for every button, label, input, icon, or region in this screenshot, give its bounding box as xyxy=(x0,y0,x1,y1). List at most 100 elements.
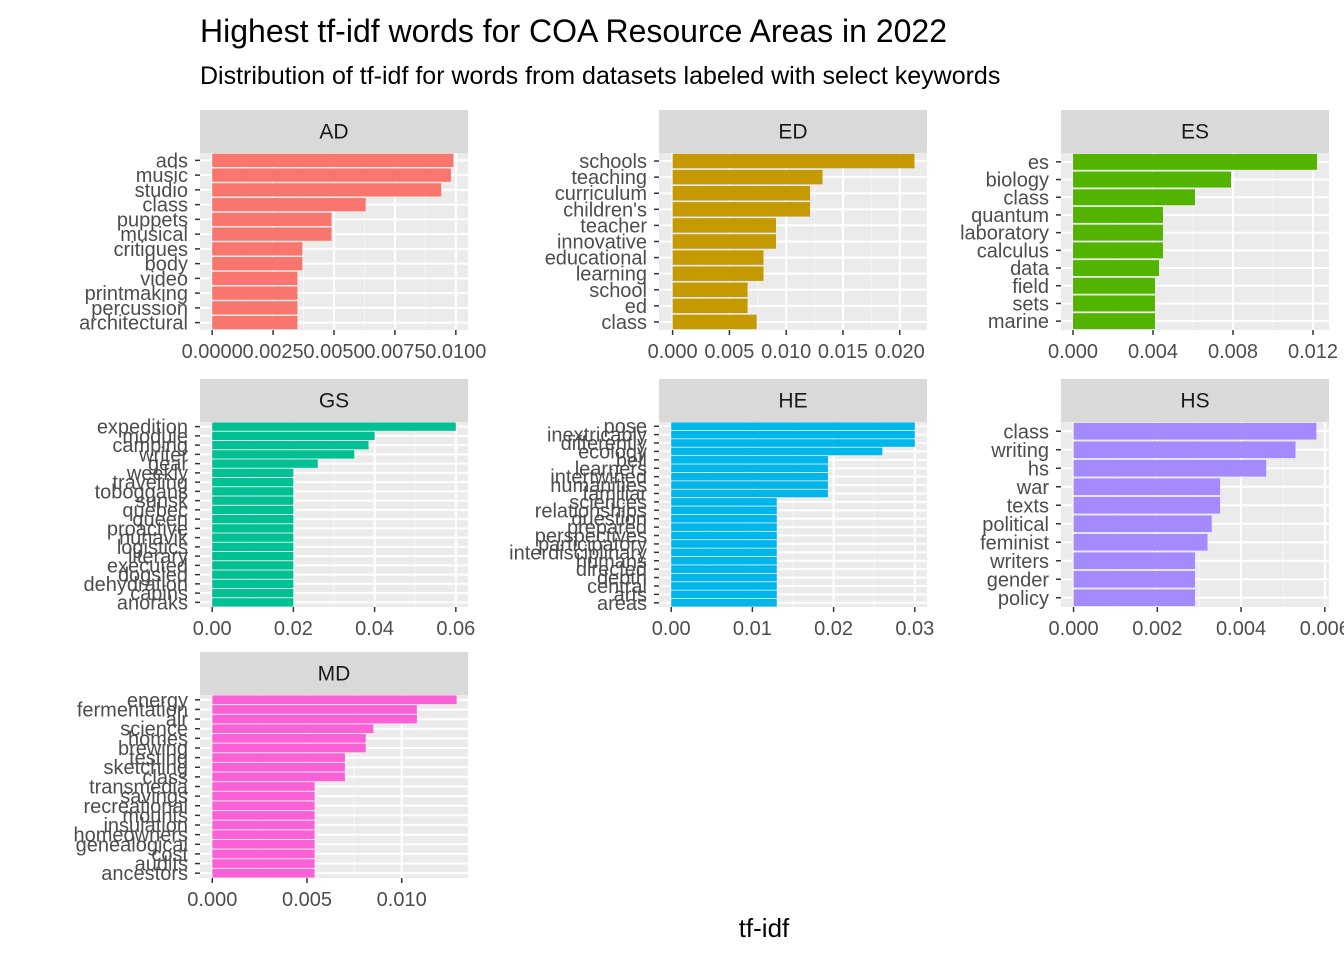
facet-md: MD 0.000 0.005 0.010 energyfermentationairsc… xyxy=(73,652,468,911)
y-tick-label: savings xyxy=(120,786,188,808)
y-tick-label: homes xyxy=(128,728,188,750)
bar-transmedia xyxy=(212,782,315,791)
bar-policy xyxy=(1073,589,1195,607)
bar-sketching xyxy=(212,762,345,772)
y-tick-label: class xyxy=(1003,421,1049,443)
x-tick-label: 0.005 xyxy=(704,341,754,363)
y-tick-label: field xyxy=(1012,276,1049,298)
bar-differently xyxy=(671,439,915,447)
y-tick-label: sunsk xyxy=(136,491,189,513)
bar-depth xyxy=(671,573,777,582)
bar-audits xyxy=(212,859,315,868)
y-tick-label: module xyxy=(122,426,188,448)
y-tick-label: recreational xyxy=(83,796,188,818)
y-tick-label: ed xyxy=(625,296,647,318)
x-tick-label: 0.0075 xyxy=(364,341,425,363)
bar-arts xyxy=(671,590,777,599)
y-tick-label: calculus xyxy=(977,240,1049,262)
y-tick-label: audits xyxy=(135,854,188,876)
bar-air xyxy=(212,714,417,724)
bar-perspectives xyxy=(671,531,777,540)
y-tick-label: fermentation xyxy=(77,699,188,721)
bar-field xyxy=(1073,277,1155,294)
bar-class xyxy=(212,772,345,782)
y-tick-label: toboggans xyxy=(95,481,188,503)
y-tick-label: relationships xyxy=(535,500,647,522)
facet-strip xyxy=(1061,110,1329,153)
y-tick-label: interdisciplinary xyxy=(509,542,647,564)
bar-homeowners xyxy=(212,830,315,839)
y-tick-label: innovative xyxy=(557,232,647,254)
x-tick-label: 0.0100 xyxy=(425,341,486,363)
y-tick-label: educational xyxy=(545,248,647,270)
y-tick-label: arts xyxy=(614,584,647,606)
bar-participatory xyxy=(671,540,777,548)
y-tick-label: texts xyxy=(1007,495,1049,517)
y-tick-label: literary xyxy=(128,546,188,568)
y-tick-label: feminist xyxy=(980,532,1049,554)
y-tick-label: cabins xyxy=(130,583,188,605)
y-tick-label: central xyxy=(587,576,647,598)
y-tick-label: participatory xyxy=(538,534,647,556)
x-tick-label: 0.012 xyxy=(1288,341,1338,363)
bar-writing xyxy=(1073,441,1296,459)
y-tick-label: percussion xyxy=(91,298,188,320)
y-tick-label: quantum xyxy=(971,205,1049,227)
x-tick-label: 0.0050 xyxy=(303,341,364,363)
x-tick-label: 0.04 xyxy=(355,618,394,640)
y-tick-label: inextricably xyxy=(547,425,647,447)
y-tick-label: schools xyxy=(579,151,647,173)
y-tick-label: curriculum xyxy=(555,183,647,205)
bar-quantum xyxy=(1073,206,1163,223)
bar-innovative xyxy=(672,234,776,249)
y-tick-label: camping xyxy=(112,435,188,457)
x-tick-label: 0.00 xyxy=(652,618,691,640)
y-tick-label: war xyxy=(1016,477,1050,499)
bar-texts xyxy=(1073,496,1221,514)
bar-feminist xyxy=(1073,533,1208,551)
bar-teaching xyxy=(672,169,823,185)
bar-ads xyxy=(212,153,454,168)
bar-class xyxy=(672,314,757,330)
y-tick-label: data xyxy=(1010,258,1050,280)
y-tick-label: directed xyxy=(576,559,647,581)
x-tick-label: 0.000 xyxy=(187,889,237,911)
bar-energy xyxy=(212,695,457,705)
bar-gear xyxy=(212,459,318,468)
bar-printmaking xyxy=(212,286,298,300)
y-tick-label: policy xyxy=(998,588,1049,610)
facet-grid: AD0.0000 0.0025 0.0050 0.0075 0.0100adsmusic… xyxy=(73,110,1344,911)
y-tick-label: gender xyxy=(987,569,1050,591)
bar-writer xyxy=(212,450,355,459)
bar-literary xyxy=(212,551,294,561)
y-tick-label: anoraks xyxy=(117,592,188,614)
facet-strip-label: ES xyxy=(1181,121,1209,144)
bar-sunsk xyxy=(212,496,294,505)
y-tick-label: nunavik xyxy=(119,528,189,550)
bar-inextricably xyxy=(671,430,915,439)
x-tick-label: 0.010 xyxy=(377,889,427,911)
bar-critiques xyxy=(212,242,303,256)
y-tick-label: logistics xyxy=(117,537,188,559)
bar-recreational xyxy=(212,801,315,811)
x-tick-label: 0.000 xyxy=(648,341,698,363)
bar-hs xyxy=(1073,459,1267,477)
bar-dehydration xyxy=(212,579,294,589)
y-tick-label: ancestors xyxy=(101,863,188,885)
bar-question xyxy=(671,514,777,523)
y-tick-label: class xyxy=(142,195,188,217)
y-tick-label: weekly xyxy=(126,463,188,485)
y-tick-label: brewing xyxy=(118,738,188,760)
y-tick-label: hs xyxy=(1028,458,1049,480)
bar-percussion xyxy=(212,301,298,315)
bar-video xyxy=(212,271,298,286)
facet-strip xyxy=(200,110,468,153)
bar-mounts xyxy=(212,811,315,820)
bar-studio xyxy=(212,183,442,197)
facet-he: HE 0.00 0.01 0.02 0.03 poseinextricablydiffer… xyxy=(509,379,934,640)
y-tick-label: sciences xyxy=(569,492,647,514)
y-tick-label: political xyxy=(982,514,1049,536)
bar-relationships xyxy=(671,506,777,515)
y-tick-label: gear xyxy=(148,454,188,476)
